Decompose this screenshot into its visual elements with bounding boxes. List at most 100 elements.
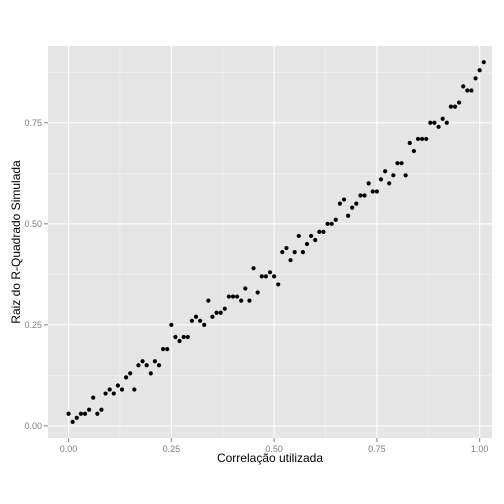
data-point: [276, 282, 281, 287]
data-point: [222, 306, 227, 311]
data-point: [432, 120, 437, 125]
data-point: [440, 116, 445, 121]
data-point: [346, 213, 351, 218]
data-point: [255, 290, 260, 295]
data-point: [214, 310, 219, 315]
data-point: [403, 173, 408, 178]
data-point: [407, 140, 412, 146]
data-point: [292, 250, 297, 255]
data-point: [251, 266, 256, 271]
data-point: [411, 148, 416, 154]
data-point: [337, 201, 342, 206]
data-point: [383, 169, 388, 174]
data-point: [189, 318, 194, 323]
data-point: [424, 136, 429, 142]
y-axis: 0.00 0.25 0.50 0.75: [24, 118, 48, 431]
data-point: [374, 189, 379, 194]
data-point: [103, 391, 108, 396]
data-point: [181, 334, 186, 340]
data-point: [378, 177, 384, 182]
data-point: [243, 286, 248, 291]
data-point: [481, 60, 486, 65]
data-point: [272, 274, 277, 279]
data-point: [477, 68, 482, 73]
data-point: [280, 250, 285, 255]
data-point: [358, 193, 363, 198]
data-point: [387, 181, 392, 186]
data-point: [461, 84, 466, 89]
data-point: [91, 395, 96, 400]
data-point: [313, 237, 318, 243]
data-point: [198, 318, 203, 323]
data-point: [95, 411, 100, 416]
data-point: [399, 161, 404, 166]
data-point: [366, 181, 371, 186]
data-point: [202, 322, 207, 327]
data-point: [288, 258, 293, 263]
data-point: [300, 250, 305, 255]
data-point: [124, 375, 129, 380]
data-point: [70, 419, 75, 424]
data-point: [107, 387, 112, 392]
x-tick-label: 0.25: [163, 444, 181, 454]
x-tick-label: 0.75: [368, 444, 386, 454]
data-point: [329, 221, 334, 226]
data-point: [115, 383, 120, 388]
data-point: [99, 407, 104, 412]
data-point: [218, 310, 223, 315]
data-point: [259, 274, 264, 279]
x-tick-label: 1.00: [471, 444, 489, 454]
data-points: [66, 60, 486, 424]
y-axis-title: Raiz do R-Quadrado Simulada: [9, 160, 23, 324]
data-point: [473, 76, 478, 81]
data-point: [87, 407, 92, 412]
data-point: [128, 371, 133, 376]
data-point: [415, 136, 421, 142]
data-point: [296, 233, 301, 239]
data-point: [78, 411, 83, 416]
data-point: [267, 270, 273, 275]
data-point: [74, 415, 79, 420]
data-point: [230, 294, 236, 299]
major-gridlines: [48, 46, 492, 438]
data-point: [111, 391, 116, 396]
data-point: [165, 346, 170, 352]
data-point: [333, 217, 338, 222]
data-point: [173, 334, 178, 340]
data-point: [185, 334, 190, 340]
data-point: [66, 411, 71, 416]
data-point: [391, 173, 396, 178]
data-point: [444, 120, 449, 125]
data-point: [152, 359, 157, 364]
data-point: [284, 245, 289, 251]
data-point: [169, 322, 174, 327]
data-point: [144, 363, 149, 368]
data-point: [321, 229, 326, 234]
data-point: [436, 124, 441, 129]
data-point: [457, 100, 462, 105]
data-point: [156, 363, 162, 368]
data-point: [448, 104, 453, 109]
data-point: [370, 189, 375, 194]
data-point: [428, 120, 433, 125]
y-tick-label: 0.25: [24, 320, 42, 330]
data-point: [304, 241, 310, 247]
data-point: [354, 201, 359, 206]
data-point: [193, 314, 199, 319]
data-point: [210, 314, 215, 319]
data-point: [140, 359, 145, 364]
data-point: [395, 161, 400, 166]
data-point: [350, 205, 355, 210]
data-point: [136, 363, 141, 368]
data-point: [325, 221, 330, 226]
data-point: [206, 298, 211, 303]
data-point: [341, 197, 347, 202]
data-point: [119, 387, 125, 392]
data-point: [161, 346, 166, 352]
data-point: [317, 229, 322, 234]
data-point: [247, 298, 252, 303]
y-tick-label: 0.50: [24, 219, 42, 229]
y-tick-label: 0.75: [24, 118, 42, 128]
data-point: [309, 233, 314, 239]
